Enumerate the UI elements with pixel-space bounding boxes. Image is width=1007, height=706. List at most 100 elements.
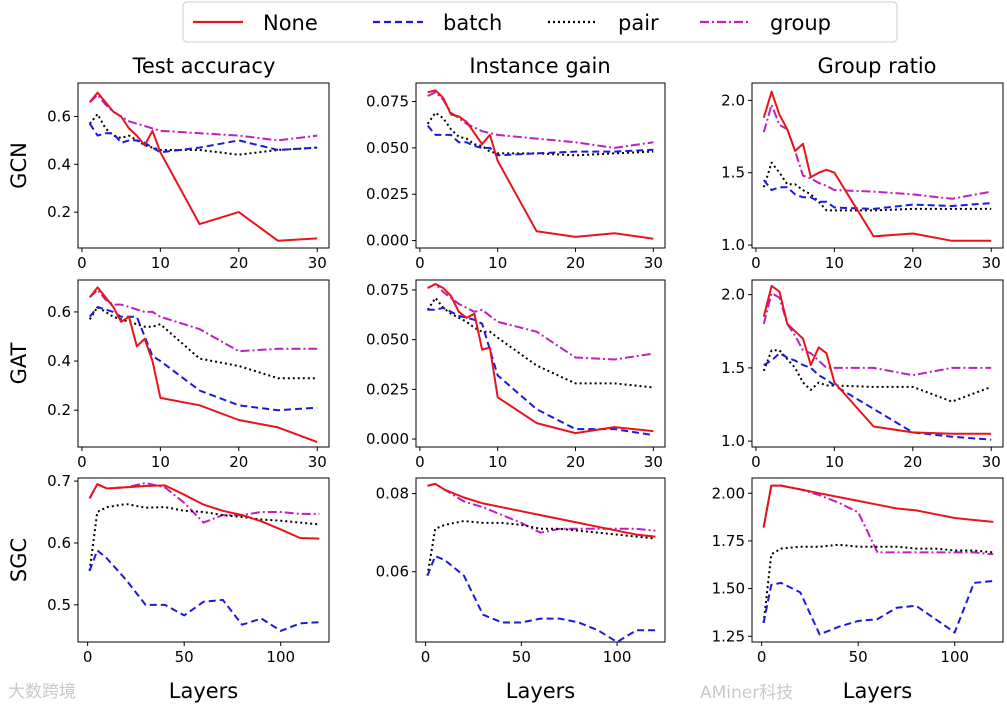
y-tick-label: 0.06	[376, 563, 409, 581]
series-line-pair	[762, 349, 992, 403]
column-title: Group ratio	[817, 54, 936, 78]
series-line-none	[427, 89, 654, 240]
series-line-batch	[426, 124, 654, 157]
y-tick-label: 0.08	[376, 485, 409, 503]
legend-box	[182, 1, 898, 43]
y-tick-label: 0.2	[47, 203, 71, 221]
x-tick-label: 30	[644, 453, 663, 471]
y-tick-label: 0.6	[47, 107, 71, 125]
axes-frame	[751, 82, 1004, 249]
series-line-batch	[427, 306, 654, 437]
series-line-none	[427, 283, 654, 435]
y-tick-label: 0.050	[366, 139, 409, 157]
x-tick-label: 20	[229, 453, 248, 471]
series-line-none	[89, 286, 318, 444]
series-line-batch	[88, 549, 320, 632]
series-line-batch	[763, 352, 992, 441]
x-tick-label: 30	[308, 453, 327, 471]
row-label: GAT	[7, 342, 31, 384]
series-line-none	[762, 484, 994, 528]
axes-frame	[415, 82, 666, 249]
x-tick-label: 50	[512, 648, 531, 666]
x-tick-label: 20	[903, 254, 922, 272]
x-tick-label: 100	[603, 648, 632, 666]
row-label: SGC	[7, 538, 31, 582]
series-line-pair	[426, 520, 656, 576]
series-line-batch	[88, 123, 318, 154]
x-tick-label: 30	[644, 254, 663, 272]
x-axis-label: Layers	[169, 679, 239, 703]
series-line-pair	[762, 161, 992, 212]
column-title: Instance gain	[469, 54, 610, 78]
x-tick-label: 10	[488, 254, 507, 272]
x-tick-label: 0	[77, 254, 87, 272]
y-tick-label: 0.2	[47, 401, 71, 419]
y-tick-label: 1.5	[721, 164, 745, 182]
x-tick-label: 30	[308, 254, 327, 272]
y-tick-label: 1.0	[721, 236, 745, 254]
y-tick-label: 0.075	[366, 93, 409, 111]
y-tick-label: 0.4	[47, 155, 71, 173]
x-tick-label: 10	[825, 254, 844, 272]
x-tick-label: 10	[825, 453, 844, 471]
series-line-none	[762, 90, 992, 242]
x-tick-label: 20	[566, 453, 585, 471]
axes-frame	[415, 279, 666, 448]
axes-frame	[751, 279, 1004, 448]
series-line-pair	[426, 111, 654, 157]
y-tick-label: 0.6	[47, 303, 71, 321]
series-line-batch	[426, 555, 656, 643]
axes-frame	[77, 477, 330, 643]
watermark-right: AMiner科技	[700, 683, 793, 703]
series-line-group	[762, 292, 992, 377]
y-tick-label: 1.0	[721, 432, 745, 450]
y-tick-label: 1.75	[712, 532, 745, 550]
x-axis-label: Layers	[843, 679, 913, 703]
legend-label-pair: pair	[618, 11, 659, 35]
y-tick-label: 0.6	[47, 534, 71, 552]
y-tick-label: 0.000	[366, 430, 409, 448]
x-tick-label: 20	[229, 254, 248, 272]
y-tick-label: 1.25	[712, 627, 745, 645]
x-tick-label: 0	[757, 648, 767, 666]
series-line-none	[88, 483, 320, 540]
column-title: Test accuracy	[132, 54, 276, 78]
series-line-batch	[762, 580, 994, 636]
x-tick-label: 0	[77, 453, 87, 471]
y-tick-label: 2.0	[721, 286, 745, 304]
legend-label-none: None	[263, 11, 318, 35]
x-tick-label: 20	[566, 254, 585, 272]
row-label: GCN	[7, 142, 31, 189]
subplot-sgc-1: 0 50 100 0.06 0.08	[376, 477, 666, 666]
y-tick-label: 0.000	[366, 232, 409, 250]
y-tick-label: 0.025	[366, 380, 409, 398]
x-tick-label: 50	[849, 648, 868, 666]
x-tick-label: 0	[415, 254, 425, 272]
x-tick-label: 10	[488, 453, 507, 471]
y-tick-label: 0.7	[47, 472, 71, 490]
y-tick-label: 0.075	[366, 281, 409, 299]
legend-label-batch: batch	[443, 11, 502, 35]
x-tick-label: 50	[175, 648, 194, 666]
series-line-pair	[88, 306, 318, 380]
x-tick-label: 10	[151, 254, 170, 272]
x-tick-label: 10	[151, 453, 170, 471]
y-tick-label: 1.5	[721, 359, 745, 377]
axes-frame	[77, 82, 330, 249]
x-tick-label: 0	[421, 648, 431, 666]
legend-label-group: group	[770, 11, 831, 35]
series-line-none	[762, 284, 992, 435]
y-tick-label: 0.4	[47, 352, 71, 370]
series-line-group	[427, 283, 654, 361]
axes-frame	[751, 477, 1004, 643]
subplot-sgc-0: 0 50 100 0.5 0.6 0.7	[47, 472, 330, 666]
subplot-gcn-1: 0 10 20 30 0.000 0.025 0.050 0.075	[366, 82, 666, 272]
x-tick-label: 30	[982, 453, 1001, 471]
x-tick-label: 0	[751, 453, 761, 471]
series-line-batch	[763, 179, 992, 210]
axes-frame	[77, 279, 330, 448]
x-tick-label: 0	[83, 648, 93, 666]
subplot-gcn-0: 0 10 20 30 0.2 0.4 0.6	[47, 82, 330, 272]
subplot-gat-1: 0 10 20 30 0.000 0.025 0.050 0.075	[366, 279, 666, 471]
